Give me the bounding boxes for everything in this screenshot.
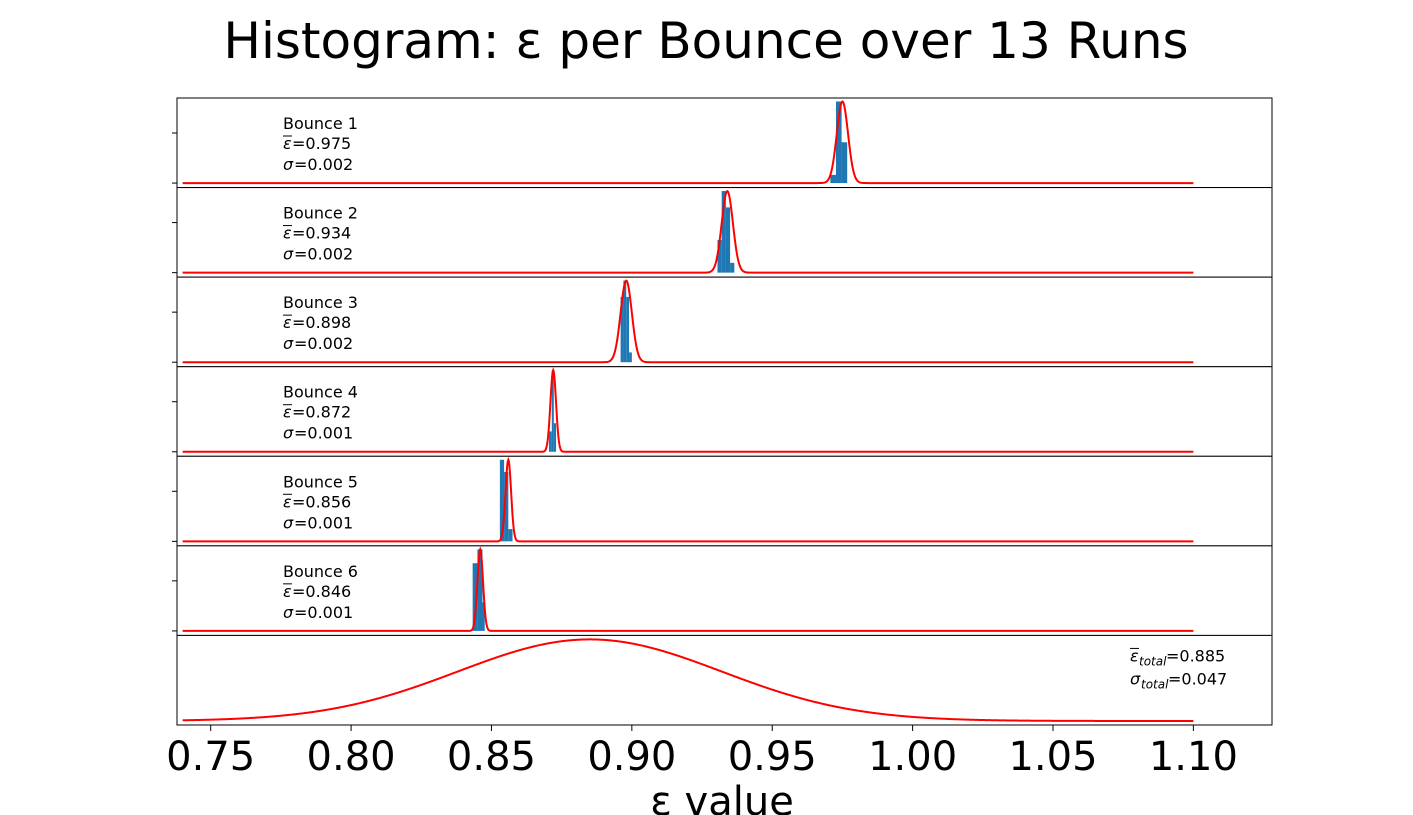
x-tick-label: 1.10 [1149,734,1238,780]
panel-bounce-1: Bounce 1ε =0.975 σ =0.002 [172,97,1273,189]
histogram-bar [629,352,632,363]
bounce-mean-symbol: ε [283,492,292,511]
histogram-bar [835,101,842,184]
total-mean-subscript: total [1139,654,1167,668]
histogram-bar [477,549,483,631]
panel-bounce-6: Bounce 6ε =0.846 σ =0.001 [172,545,1273,636]
bounce-mean-symbol: ε [283,313,292,332]
bounce-sigma-symbol: σ [283,603,294,622]
histogram-bar [626,296,630,363]
bounce-mean-symbol: ε [283,403,292,422]
histogram-bar [549,431,552,452]
histogram-bar [623,280,627,363]
histogram-bar [472,563,478,631]
x-tick-label: 0.80 [307,734,396,780]
bounce-mean-symbol: ε [283,582,292,601]
panel-bounce-4: Bounce 4ε =0.872 σ =0.001 [172,366,1273,457]
gaussian-fit-curve [182,546,1194,632]
x-tick-label: 0.90 [587,734,676,780]
bounce-label: Bounce 3 [283,293,358,312]
bounce-sigma-symbol: σ [283,245,294,264]
histogram-bar [730,262,735,273]
bounce-mean-value: =0.975 [292,134,351,153]
total-sigma-symbol: σ [1130,669,1141,688]
total-sigma-subscript: total [1141,677,1169,691]
histogram-bar [717,240,722,273]
x-tick-label: 0.75 [166,734,255,780]
histogram-bar [830,174,836,184]
panel-background [177,635,1272,725]
panel-background [177,366,1272,457]
bounce-sigma-value: =0.001 [294,603,353,622]
histogram-bar [551,370,554,452]
panel-background [177,277,1272,367]
panel-background [177,98,1272,188]
bounce-mean-value: =0.934 [292,224,351,243]
bounce-sigma-value: =0.001 [294,513,353,532]
panel-bounce-3: Bounce 3ε =0.898 σ =0.002 [172,276,1273,368]
histogram-bar [721,191,726,273]
x-tick-label: 1.00 [868,734,957,780]
bounce-sigma-symbol: σ [283,424,294,443]
histogram-bar [508,529,513,542]
gaussian-fit-curve [182,189,1194,274]
bounce-label: Bounce 1 [283,114,358,133]
gaussian-fit-curve [182,279,1194,364]
bounce-sigma-value: =0.002 [294,155,353,174]
total-gaussian-curve [182,638,1194,722]
bounce-mean-value: =0.872 [292,403,351,422]
bounce-sigma-value: =0.002 [294,245,353,264]
bounce-sigma-symbol: σ [283,513,294,532]
panel-background [177,545,1272,636]
histogram-bar [504,472,509,542]
total-sigma-value: =0.047 [1168,669,1227,688]
gaussian-fit-curve [182,456,1194,543]
x-axis-ticks: 0.75 0.80 0.85 0.90 0.95 1.00 1.05 1.10 [166,724,1238,780]
total-mean-value: =0.885 [1166,646,1225,665]
bounce-label: Bounce 6 [283,562,358,581]
bounce-sigma-symbol: σ [283,334,294,353]
bounce-mean-value: =0.846 [292,582,351,601]
panel-background [177,456,1272,546]
bounce-sigma-value: =0.002 [294,334,353,353]
histogram-bar [499,459,505,542]
panel-bounce-5: Bounce 5ε =0.856 σ =0.001 [172,455,1273,547]
bounce-mean-value: =0.898 [292,313,351,332]
bounce-sigma-value: =0.001 [294,424,353,443]
bounce-label: Bounce 4 [283,383,358,402]
total-mean-symbol: ε [1130,646,1139,665]
x-axis-label: ε value [650,779,794,815]
bounce-mean-symbol: ε [283,134,292,153]
histogram-bar [620,296,624,363]
x-tick-label: 0.95 [728,734,817,780]
bounce-mean-value: =0.856 [292,492,351,511]
bounce-label: Bounce 5 [283,472,358,491]
bounce-label: Bounce 2 [283,204,358,223]
panel-frame [176,634,1273,726]
chart-title: Histogram: ε per Bounce over 13 Runs [223,12,1188,70]
histogram-bar [553,423,557,452]
gaussian-fit-curve [182,367,1194,453]
x-tick-label: 1.05 [1008,734,1097,780]
bounce-mean-symbol: ε [283,224,292,243]
panel-bounce-2: Bounce 2ε =0.934 σ =0.002 [172,187,1273,278]
histogram-bar [482,602,485,631]
x-tick-label: 0.85 [447,734,536,780]
gaussian-fit-curve [182,100,1194,185]
histogram-bar [725,207,731,273]
bounce-sigma-symbol: σ [283,155,294,174]
histogram-bar [841,142,848,184]
